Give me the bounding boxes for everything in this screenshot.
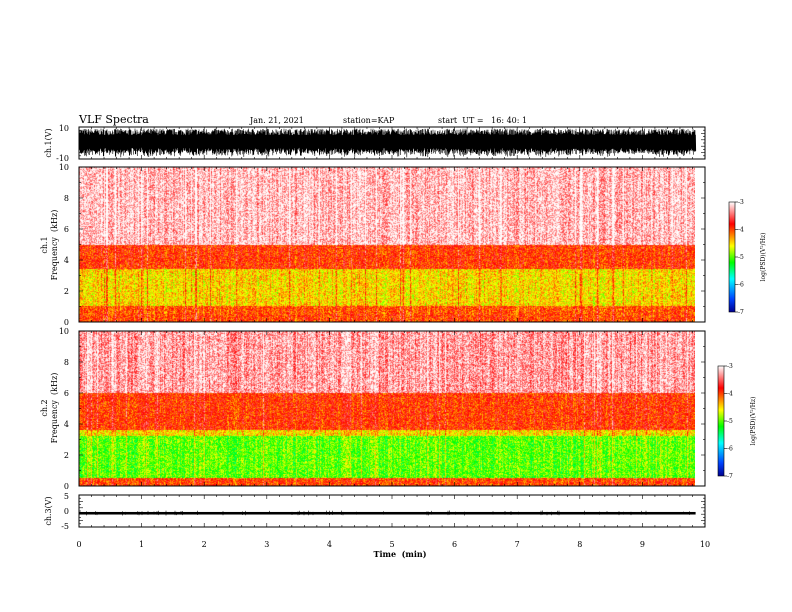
ch2-colorbar-ticklabel--5: -5 bbox=[727, 418, 733, 425]
time-axis-ticklabel-9: 9 bbox=[640, 540, 645, 549]
ch1-freq-ticklabel-10: 10 bbox=[59, 163, 69, 172]
ch2-freq-ticklabel-4: 4 bbox=[64, 420, 69, 429]
ch1-freq-ticklabel-2: 2 bbox=[64, 287, 69, 296]
ch1-colorbar: -3 -4 -5 -6 -7 log(PSD)(V²/Hz) bbox=[728, 199, 767, 316]
ch3-ytick-bottom: -5 bbox=[61, 522, 69, 531]
ch1-colorbar-label: log(PSD)(V²/Hz) bbox=[760, 233, 767, 282]
ch2-freq-ticklabel-10: 10 bbox=[59, 327, 69, 336]
time-axis-ticklabel-5: 5 bbox=[389, 540, 394, 549]
time-axis-ticklabel-4: 4 bbox=[327, 540, 332, 549]
figure-title: VLF Spectra bbox=[78, 113, 149, 126]
ch1-spectrogram-panel: 0 2 4 6 8 10 ch.1 Frequency (kHz) bbox=[40, 163, 706, 327]
ch1-ylabel-frequency: Frequency (kHz) bbox=[50, 210, 59, 281]
ch1-colorbar-ticklabel--5: -5 bbox=[738, 254, 744, 261]
ch2-ylabel-frequency: Frequency (kHz) bbox=[50, 373, 59, 444]
ch3-ylabel: ch.3(V) bbox=[44, 496, 53, 525]
ch2-spectrogram-panel: 0 2 4 6 8 10 ch.2 Frequency (kHz) bbox=[40, 327, 706, 491]
ch1-colorbar-ticklabel--3: -3 bbox=[738, 199, 744, 206]
ch1-ytick-top: 10 bbox=[59, 124, 69, 133]
ch1-waveform-trace bbox=[78, 128, 697, 158]
ch2-freq-ticklabel-6: 6 bbox=[64, 389, 69, 398]
ch1-freq-ticklabel-6: 6 bbox=[64, 225, 69, 234]
ch2-colorbar-ticklabel--6: -6 bbox=[727, 446, 733, 453]
ch2-ylabel-channel: ch.2 bbox=[40, 399, 49, 416]
ch2-colorbar-ticks: -3 -4 -5 -6 -7 bbox=[724, 363, 733, 480]
time-axis-label: Time (min) bbox=[373, 549, 426, 559]
ch1-spectrogram-image bbox=[79, 167, 695, 322]
ch3-waveform-frame bbox=[78, 494, 706, 528]
ch2-colorbar-label: log(PSD)(V²/Hz) bbox=[750, 397, 757, 446]
ch1-colorbar-ticklabel--4: -4 bbox=[738, 227, 744, 234]
time-axis-ticklabels: 0 1 2 3 4 5 6 7 8 9 10 bbox=[76, 540, 710, 549]
ch1-waveform-ticks bbox=[78, 126, 706, 160]
ch2-frequency-ticklabels: 0 2 4 6 8 10 bbox=[59, 327, 69, 491]
ch1-colorbar-ticklabel--7: -7 bbox=[738, 309, 744, 316]
ch1-ylabel-channel: ch.1 bbox=[40, 236, 49, 253]
ch1-freq-ticklabel-0: 0 bbox=[64, 318, 69, 327]
time-axis-ticklabel-0: 0 bbox=[76, 540, 81, 549]
ch2-freq-ticklabel-0: 0 bbox=[64, 482, 69, 491]
ch2-colorbar-ticklabel--7: -7 bbox=[727, 473, 733, 480]
ch1-colorbar-ticklabel--6: -6 bbox=[738, 282, 744, 289]
time-axis-ticklabel-3: 3 bbox=[264, 540, 269, 549]
ch3-waveform-trace bbox=[78, 510, 696, 516]
ch2-colorbar-gradient bbox=[717, 365, 725, 477]
time-axis-ticklabel-10: 10 bbox=[700, 540, 710, 549]
ch2-colorbar-ticklabel--3: -3 bbox=[727, 363, 733, 370]
ch1-ytick-bottom: -10 bbox=[56, 154, 69, 163]
time-axis-ticklabel-7: 7 bbox=[515, 540, 520, 549]
ch1-freq-ticklabel-8: 8 bbox=[64, 194, 69, 203]
ch2-spectrogram-image bbox=[79, 331, 695, 486]
ch1-colorbar-ticks: -3 -4 -5 -6 -7 bbox=[735, 199, 744, 316]
ch3-ytick-top: 5 bbox=[64, 492, 69, 501]
ch3-waveform-ticks bbox=[78, 494, 706, 528]
ch2-colorbar: -3 -4 -5 -6 -7 log(PSD)(V²/Hz) bbox=[717, 363, 757, 480]
ch2-freq-ticklabel-8: 8 bbox=[64, 358, 69, 367]
time-axis-ticklabel-6: 6 bbox=[452, 540, 457, 549]
ch1-frequency-ticklabels: 0 2 4 6 8 10 bbox=[59, 163, 69, 327]
figure-start-ut: start UT = 16: 40: 1 bbox=[438, 116, 527, 125]
time-axis-ticklabel-1: 1 bbox=[139, 540, 144, 549]
ch3-waveform-panel: 5 0 -5 ch.3(V) bbox=[44, 492, 706, 531]
ch2-colorbar-ticklabel--4: -4 bbox=[727, 391, 733, 398]
ch1-colorbar-gradient bbox=[728, 201, 736, 313]
ch1-freq-ticklabel-4: 4 bbox=[64, 256, 69, 265]
ch2-freq-ticklabel-2: 2 bbox=[64, 451, 69, 460]
ch1-waveform-panel: 10 -10 ch.1(V) bbox=[44, 124, 706, 163]
ch2-spectrogram-ticks bbox=[78, 330, 706, 487]
figure-station: station=KAP bbox=[343, 116, 395, 125]
ch1-spectrogram-ticks bbox=[78, 166, 706, 323]
time-axis-ticklabel-2: 2 bbox=[202, 540, 207, 549]
ch1-ylabel: ch.1(V) bbox=[44, 128, 53, 157]
ch1-waveform-line bbox=[78, 128, 697, 158]
ch3-ytick-middle: 0 bbox=[64, 507, 69, 516]
figure-date: Jan. 21, 2021 bbox=[249, 116, 304, 125]
ch3-waveform-band bbox=[79, 511, 696, 515]
time-axis-ticklabel-8: 8 bbox=[577, 540, 582, 549]
